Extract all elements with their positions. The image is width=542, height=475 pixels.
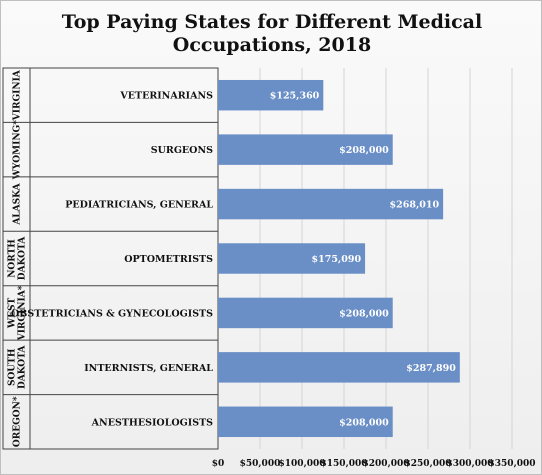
x-tick-label: $100,000: [279, 459, 326, 469]
group-label: SOUTHDAKOTA: [8, 345, 28, 389]
data-label: $208,000: [339, 145, 389, 156]
category-label: OBSTETRICIANS & GYNECOLOGISTS: [11, 308, 213, 319]
group-label-line: WEST: [8, 298, 18, 329]
group-label: WYOMING*: [13, 120, 23, 180]
group-label: OREGON*: [13, 396, 23, 447]
x-tick-label: $0: [212, 459, 225, 469]
category-label: OPTOMETRISTS: [124, 254, 213, 265]
category-label: ANESTHESIOLOGISTS: [91, 417, 213, 428]
bar: [218, 79, 324, 111]
data-label: $175,090: [311, 254, 361, 265]
bar: [218, 352, 460, 383]
category-label: VETERINARIANS: [119, 91, 213, 102]
group-label: ALASKA: [13, 182, 23, 225]
data-label: $268,010: [390, 200, 440, 211]
chart-title: Top Paying States for Different Medical …: [1, 11, 542, 57]
bar: [218, 406, 393, 438]
group-label-line: DAKOTA: [18, 345, 28, 389]
data-label: $125,360: [270, 91, 320, 102]
group-label: NORTHDAKOTA: [8, 236, 28, 280]
x-tick-label: $350,000: [489, 459, 536, 469]
bar: [218, 188, 444, 220]
group-label: VIRGINIA: [13, 69, 23, 121]
group-label-line: VIRGINIA*: [18, 285, 28, 341]
x-tick-label: $250,000: [405, 459, 452, 469]
category-label: SURGEONS: [151, 145, 213, 156]
group-label-line: DAKOTA: [18, 236, 28, 280]
group-label-line: SOUTH: [8, 348, 18, 386]
bar: [218, 297, 393, 329]
data-label: $208,000: [339, 308, 389, 319]
group-label-line: NORTH: [8, 239, 18, 278]
x-tick-label: $300,000: [447, 459, 494, 469]
category-label: PEDIATRICIANS, GENERAL: [65, 200, 213, 211]
chart-title-line-1: Top Paying States for Different Medical: [61, 11, 483, 33]
bar: [218, 134, 393, 165]
x-tick-label: $200,000: [363, 459, 410, 469]
chart-title-line-2: Occupations, 2018: [172, 34, 372, 56]
data-label: $287,890: [406, 363, 456, 374]
x-tick-label: $50,000: [240, 459, 281, 469]
category-label: INTERNISTS, GENERAL: [84, 363, 213, 374]
x-tick-label: $150,000: [321, 459, 368, 469]
bar: [218, 243, 366, 274]
group-label: WESTVIRGINIA*: [8, 285, 28, 341]
data-label: $208,000: [339, 417, 389, 428]
